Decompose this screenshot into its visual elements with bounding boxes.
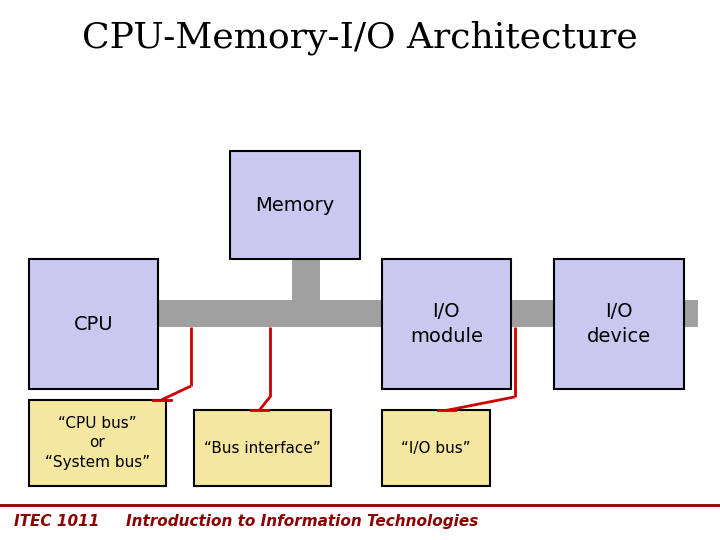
Text: “CPU bus”
or
“System bus”: “CPU bus” or “System bus”: [45, 415, 150, 470]
Text: I/O
device: I/O device: [587, 302, 652, 346]
FancyBboxPatch shape: [230, 151, 360, 259]
FancyBboxPatch shape: [194, 410, 331, 486]
FancyBboxPatch shape: [382, 410, 490, 486]
FancyBboxPatch shape: [29, 259, 158, 389]
Text: CPU: CPU: [73, 314, 114, 334]
Text: Introduction to Information Technologies: Introduction to Information Technologies: [126, 514, 479, 529]
FancyBboxPatch shape: [94, 300, 698, 327]
Text: Memory: Memory: [256, 195, 335, 215]
FancyBboxPatch shape: [382, 259, 511, 389]
Text: I/O
module: I/O module: [410, 302, 483, 346]
Text: “I/O bus”: “I/O bus”: [401, 441, 470, 456]
Text: ITEC 1011: ITEC 1011: [14, 514, 100, 529]
FancyBboxPatch shape: [29, 400, 166, 486]
FancyBboxPatch shape: [554, 259, 684, 389]
FancyBboxPatch shape: [292, 259, 320, 327]
Text: “Bus interface”: “Bus interface”: [204, 441, 321, 456]
Text: CPU-Memory-I/O Architecture: CPU-Memory-I/O Architecture: [82, 21, 638, 55]
